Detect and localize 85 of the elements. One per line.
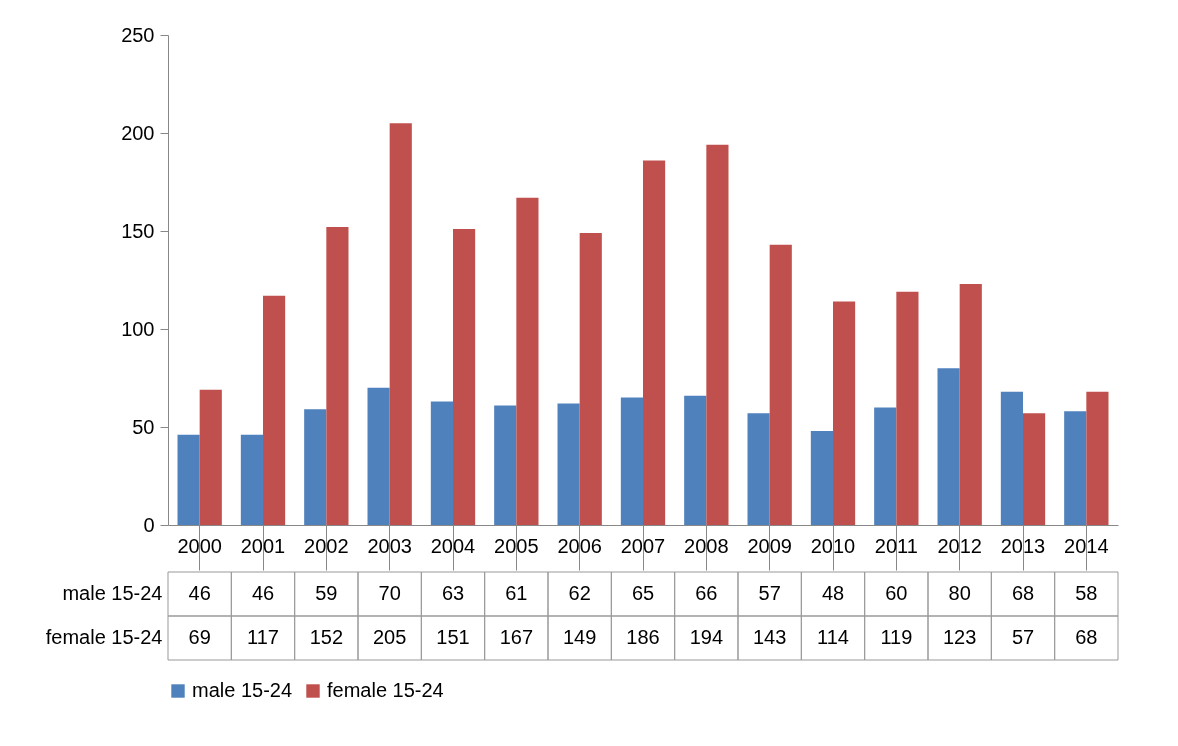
bar <box>1064 411 1087 525</box>
data-label: 194 <box>689 626 724 648</box>
y-tick-label: 150 <box>121 219 155 242</box>
bar <box>747 413 770 525</box>
data-label: 65 <box>631 582 655 604</box>
bar <box>177 434 200 525</box>
bar <box>959 283 982 525</box>
y-tick-label: 50 <box>132 415 155 438</box>
data-label: 66 <box>695 582 718 604</box>
x-tick-label: 2011 <box>874 534 918 557</box>
data-label: 205 <box>372 626 407 648</box>
bar <box>494 405 517 525</box>
x-tick-label: 2000 <box>177 534 222 557</box>
bar <box>896 291 919 525</box>
data-label: 114 <box>817 626 849 648</box>
x-tick-label: 2003 <box>367 534 412 557</box>
bar <box>367 387 390 525</box>
data-label: 70 <box>378 582 401 604</box>
y-tick-label: 100 <box>121 317 155 340</box>
x-tick-label: 2008 <box>684 534 729 557</box>
data-label: 60 <box>885 582 908 604</box>
data-label: 58 <box>1075 582 1098 604</box>
bar <box>684 395 707 525</box>
data-label: 63 <box>441 582 465 604</box>
bar <box>199 389 222 525</box>
data-label: 68 <box>1011 582 1035 604</box>
data-label: 123 <box>942 626 977 648</box>
bar <box>430 401 453 525</box>
legend-label: female 15-24 <box>327 679 444 701</box>
data-label: 59 <box>315 582 338 604</box>
bar <box>769 244 792 525</box>
data-label: 69 <box>188 626 211 648</box>
data-label: 143 <box>752 626 787 648</box>
bar <box>240 434 263 525</box>
x-tick-label: 2005 <box>494 534 539 557</box>
bar <box>304 409 327 525</box>
bar <box>516 197 539 525</box>
data-label: 167 <box>499 626 534 648</box>
bar <box>389 123 412 525</box>
bar <box>453 229 476 525</box>
bar <box>706 144 729 525</box>
x-tick-label: 2014 <box>1064 534 1109 557</box>
bar <box>263 295 286 525</box>
y-tick-label: 250 <box>121 23 155 46</box>
bar <box>1000 391 1023 525</box>
data-label: 68 <box>1075 626 1098 648</box>
x-tick-label: 2009 <box>747 534 792 557</box>
bar <box>620 397 643 525</box>
data-label: 57 <box>758 582 781 604</box>
bar <box>643 160 666 525</box>
bar <box>579 232 602 525</box>
data-label: 46 <box>251 582 275 604</box>
x-tick-label: 2001 <box>240 534 286 557</box>
text: female 15-24 <box>45 626 163 648</box>
bar <box>326 227 349 525</box>
bar <box>833 301 856 525</box>
data-label: 46 <box>188 582 211 604</box>
data-label: 57 <box>1011 626 1035 648</box>
data-label: 61 <box>505 582 528 604</box>
bar <box>557 403 580 525</box>
legend-label: male 15-24 <box>192 679 293 701</box>
text: male 15-24 <box>62 582 163 604</box>
bar <box>1086 391 1109 525</box>
data-label: 119 <box>880 626 913 648</box>
x-tick-label: 2006 <box>557 534 602 557</box>
data-label: 186 <box>626 626 660 648</box>
data-label: 152 <box>309 626 344 648</box>
data-label: 62 <box>568 582 591 604</box>
bar <box>1023 413 1046 525</box>
bar <box>810 430 833 525</box>
data-label: 117 <box>247 626 279 648</box>
x-tick-label: 2010 <box>810 534 856 557</box>
data-label: 80 <box>948 582 971 604</box>
y-tick-label: 200 <box>121 121 155 144</box>
data-label: 149 <box>562 626 597 648</box>
x-tick-label: 2012 <box>937 534 982 557</box>
bar <box>937 368 960 525</box>
y-tick-label: 0 <box>143 513 155 536</box>
x-tick-label: 2013 <box>1000 534 1046 557</box>
data-label: 48 <box>821 582 845 604</box>
data-label: 151 <box>436 626 470 648</box>
bar <box>874 407 897 525</box>
x-tick-label: 2004 <box>430 534 476 557</box>
x-tick-label: 2007 <box>620 534 666 557</box>
x-tick-label: 2002 <box>304 534 349 557</box>
